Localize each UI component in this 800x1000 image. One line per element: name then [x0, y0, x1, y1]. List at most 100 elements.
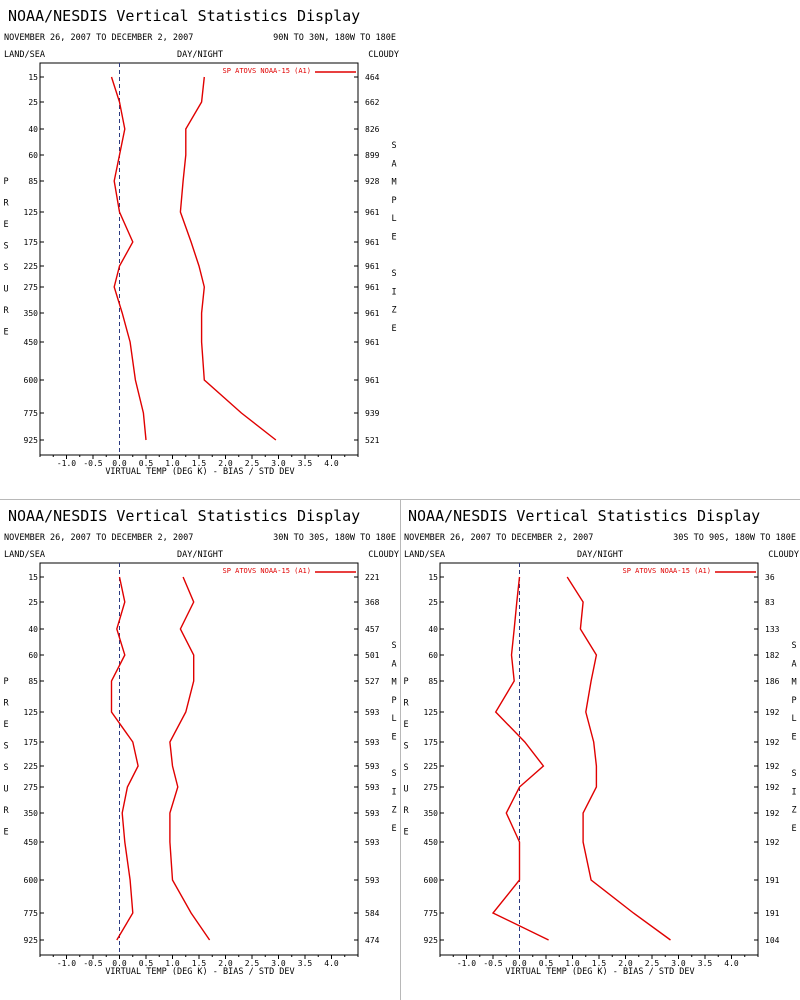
sample-size-axis-letter: A [791, 659, 796, 669]
pressure-axis-letter: S [3, 242, 8, 252]
x-tick-label: 2.0 [218, 459, 233, 468]
sample-size-value: 191 [765, 876, 780, 885]
sample-size-value: 368 [365, 598, 380, 607]
pressure-level-label: 600 [24, 876, 39, 885]
sample-size-value: 593 [365, 809, 380, 818]
sample-size-value: 192 [765, 783, 780, 792]
series-line-std_dev [169, 576, 211, 941]
x-tick-label: -0.5 [83, 959, 102, 968]
stats-panel: NOAA/NESDIS Vertical Statistics Display N… [3, 507, 399, 977]
x-tick-label: 4.0 [724, 959, 739, 968]
pressure-level-label: 775 [424, 909, 439, 918]
pressure-level-label: 85 [28, 677, 38, 686]
sample-size-value: 191 [765, 909, 780, 918]
sample-size-value: 192 [765, 708, 780, 717]
series-line-bias [491, 576, 549, 941]
sample-size-value: 593 [365, 708, 380, 717]
sample-size-value: 36 [765, 573, 775, 582]
sample-size-axis-letter: S [791, 641, 796, 651]
x-tick-label: 4.0 [324, 459, 339, 468]
pressure-level-label: 15 [28, 73, 38, 82]
x-tick-label: 3.5 [698, 959, 713, 968]
sample-size-value: 221 [365, 573, 380, 582]
date-range: NOVEMBER 26, 2007 TO DECEMBER 2, 2007 [4, 33, 193, 43]
x-axis-title: VIRTUAL TEMP (DEG K) - BIAS / STD DEV [105, 467, 294, 477]
x-tick-label: 2.5 [645, 959, 660, 968]
pressure-level-label: 350 [24, 809, 39, 818]
pressure-level-label: 15 [428, 573, 438, 582]
sample-size-value: 464 [365, 73, 380, 82]
series-line-bias [110, 76, 147, 441]
region-label: 90N TO 30N, 180W TO 180E [273, 33, 396, 43]
pressure-level-label: 125 [24, 208, 39, 217]
pressure-level-label: 450 [424, 838, 439, 847]
sample-size-axis-letter: M [791, 678, 796, 688]
x-tick-label: 0.5 [539, 959, 554, 968]
chart-title: NOAA/NESDIS Vertical Statistics Display [8, 507, 360, 525]
sample-size-value: 593 [365, 876, 380, 885]
sample-size-axis-letter: M [391, 178, 396, 188]
pressure-level-label: 450 [24, 838, 39, 847]
sample-size-value: 457 [365, 625, 380, 634]
date-range: NOVEMBER 26, 2007 TO DECEMBER 2, 2007 [404, 533, 593, 543]
pressure-level-label: 350 [24, 309, 39, 318]
pressure-level-label: 25 [428, 598, 438, 607]
pressure-axis-letter: R [403, 806, 409, 816]
sample-size-value: 899 [365, 151, 380, 160]
pressure-level-label: 775 [24, 909, 39, 918]
pressure-axis-letter: R [3, 699, 9, 709]
x-tick-label: 3.0 [271, 959, 286, 968]
pressure-level-label: 275 [424, 783, 439, 792]
sample-size-value: 593 [365, 838, 380, 847]
x-tick-label: 4.0 [324, 959, 339, 968]
sample-size-axis-letter: I [791, 787, 796, 797]
sample-size-value: 133 [765, 625, 780, 634]
pressure-axis-letter: R [3, 306, 9, 316]
sample-size-value: 192 [765, 738, 780, 747]
sample-size-value: 192 [765, 838, 780, 847]
x-tick-label: 2.0 [618, 959, 633, 968]
land-sea-label: LAND/SEA [4, 550, 45, 560]
pressure-level-label: 25 [28, 598, 38, 607]
pressure-axis-letter: S [3, 263, 8, 273]
x-tick-label: 0.5 [139, 459, 154, 468]
pressure-axis-letter: R [3, 199, 9, 209]
x-tick-label: 1.0 [165, 459, 180, 468]
pressure-level-label: 15 [28, 573, 38, 582]
sample-size-value: 593 [365, 783, 380, 792]
sample-size-axis-letter: L [391, 714, 396, 724]
region-label: 30S TO 90S, 180W TO 180E [673, 533, 796, 543]
day-night-label: DAY/NIGHT [177, 550, 223, 560]
series-line-std_dev [566, 576, 671, 941]
pressure-axis-letter: U [403, 785, 408, 795]
sample-size-value: 939 [365, 409, 380, 418]
pressure-axis-letter: P [3, 677, 8, 687]
sample-size-value: 961 [365, 338, 380, 347]
pressure-level-label: 60 [28, 651, 38, 660]
x-tick-label: 3.5 [298, 959, 313, 968]
pressure-level-label: 60 [428, 651, 438, 660]
sample-size-axis-letter: L [791, 714, 796, 724]
sample-size-axis-letter: I [391, 287, 396, 297]
sample-size-value: 961 [365, 262, 380, 271]
legend-label: SP ATOVS NOAA-15 (A1) [222, 567, 311, 575]
sample-size-axis-letter: Z [791, 806, 796, 816]
sample-size-value: 501 [365, 651, 380, 660]
sample-size-axis-letter: Z [391, 306, 396, 316]
x-axis-title: VIRTUAL TEMP (DEG K) - BIAS / STD DEV [505, 967, 694, 977]
day-night-label: DAY/NIGHT [577, 550, 623, 560]
land-sea-label: LAND/SEA [4, 50, 45, 60]
sample-size-value: 186 [765, 677, 780, 686]
pressure-axis-letter: E [3, 220, 8, 230]
sample-size-axis-letter: E [791, 733, 796, 743]
sample-size-value: 83 [765, 598, 775, 607]
pressure-level-label: 600 [424, 876, 439, 885]
sample-size-axis-letter: S [791, 769, 796, 779]
sample-size-value: 662 [365, 98, 380, 107]
sample-size-value: 961 [365, 238, 380, 247]
sample-size-value: 474 [365, 936, 380, 945]
pressure-axis-letter: E [3, 828, 8, 838]
cloudy-label: CLOUDY [368, 50, 399, 60]
x-tick-label: 1.5 [192, 459, 207, 468]
